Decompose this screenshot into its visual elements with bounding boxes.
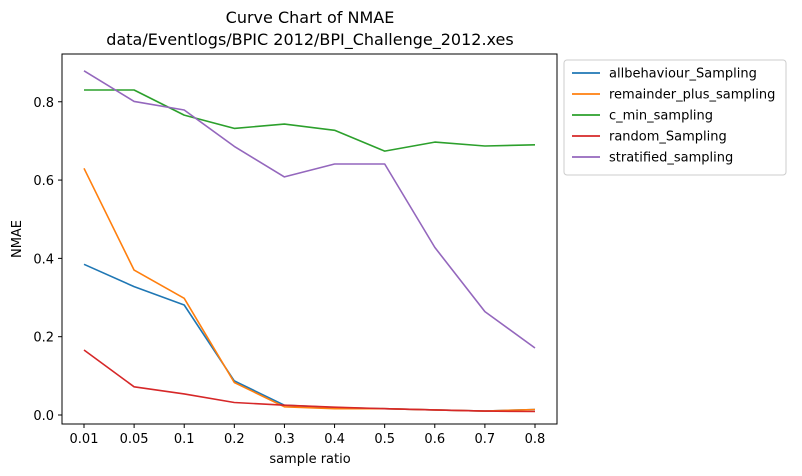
x-tick-label: 0.1 — [174, 432, 195, 447]
legend-entry: c_min_sampling — [609, 109, 713, 124]
y-tick-label: 0.4 — [33, 252, 54, 267]
x-tick-label: 0.2 — [224, 432, 245, 447]
x-tick-label: 0.01 — [70, 432, 99, 447]
series-line — [83, 70, 536, 349]
y-axis-label: NMAE — [10, 220, 25, 258]
chart-subtitle: data/Eventlogs/BPIC 2012/BPI_Challenge_2… — [106, 30, 513, 50]
plot-frame — [61, 53, 558, 425]
series-line — [84, 89, 536, 152]
y-tick-label: 0.8 — [33, 96, 54, 111]
legend: allbehaviour_Sampling remainder_plus_samp… — [563, 59, 787, 176]
x-tick-label: 0.4 — [324, 432, 345, 447]
x-axis-label: sample ratio — [269, 452, 350, 467]
chart-title: Curve Chart of NMAE — [226, 8, 395, 27]
plot-area: 0.01 0.05 0.1 0.2 0.3 0.4 0.5 0.6 0.7 0.8 0.0 0.2 0.… — [33, 53, 558, 447]
legend-box — [563, 59, 787, 176]
x-tick-label: 0.6 — [424, 432, 445, 447]
y-tick-label: 0.0 — [33, 409, 54, 424]
legend-entry: random_Sampling — [609, 130, 727, 145]
y-tick-label: 0.2 — [33, 331, 54, 346]
x-tick-label: 0.8 — [525, 432, 546, 447]
x-tick-label: 0.5 — [374, 432, 395, 447]
x-tick-label: 0.05 — [120, 432, 149, 447]
legend-entry: stratified_sampling — [609, 151, 733, 166]
legend-entry: allbehaviour_Sampling — [609, 67, 757, 82]
x-tick-label: 0.7 — [475, 432, 496, 447]
x-tick-label: 0.3 — [274, 432, 295, 447]
y-tick-label: 0.6 — [33, 174, 54, 189]
series-line — [83, 349, 536, 413]
legend-entry: remainder_plus_sampling — [609, 88, 775, 103]
